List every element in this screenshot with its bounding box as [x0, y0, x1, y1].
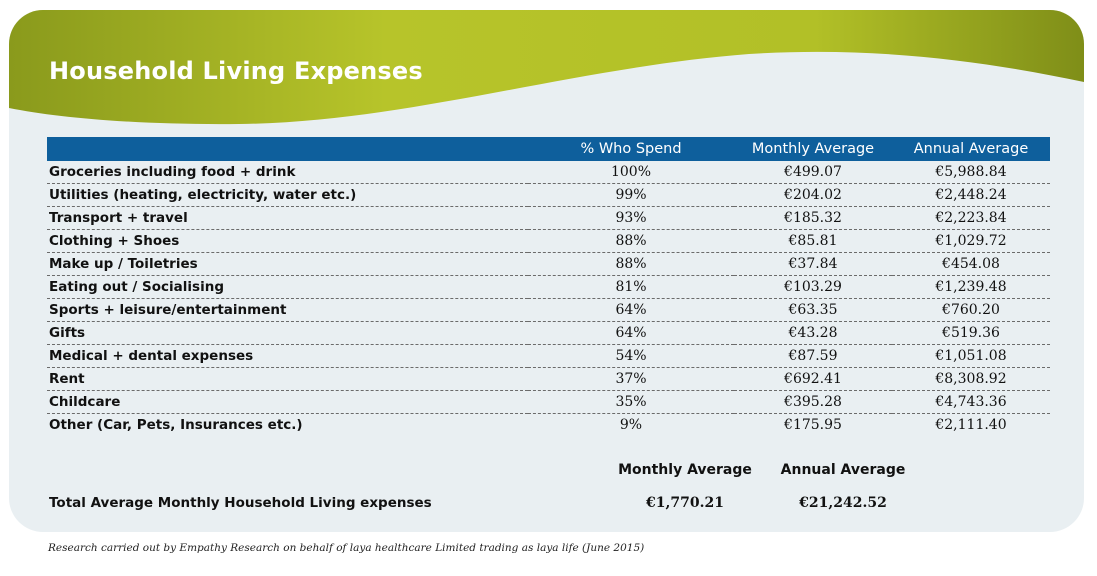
table-header-row: % Who Spend Monthly Average Annual Avera… — [47, 137, 1050, 161]
row-monthly-average: €175.95 — [784, 417, 842, 433]
table-row: Utilities (heating, electricity, water e… — [47, 183, 1050, 207]
row-monthly-average: €185.32 — [734, 206, 892, 230]
row-monthly-average: €43.28 — [734, 321, 892, 345]
row-percent: 54% — [528, 344, 734, 368]
table-row: Gifts 64% €43.28 €519.36 — [47, 321, 1050, 345]
row-percent: 99% — [528, 183, 734, 207]
expenses-table: % Who Spend Monthly Average Annual Avera… — [47, 137, 1050, 436]
row-category: Medical + dental expenses — [47, 344, 528, 368]
row-monthly-average: €85.81 — [734, 229, 892, 253]
row-annual-average: €1,239.48 — [892, 275, 1050, 299]
row-monthly-average: €37.84 — [734, 252, 892, 276]
header-annual-average: Annual Average — [892, 137, 1050, 161]
table-row: Rent 37% €692.41 €8,308.92 — [47, 367, 1050, 391]
row-percent: 9% — [619, 417, 643, 433]
table-row: Clothing + Shoes 88% €85.81 €1,029.72 — [47, 229, 1050, 253]
row-percent: 88% — [528, 229, 734, 253]
row-percent: 64% — [528, 298, 734, 322]
row-category: Childcare — [47, 390, 528, 414]
row-percent: 37% — [528, 367, 734, 391]
row-category: Groceries including food + drink — [47, 161, 528, 184]
totals-annual-value: €21,242.52 — [799, 495, 887, 511]
row-category: Transport + travel — [47, 206, 528, 230]
row-annual-average: €2,448.24 — [892, 183, 1050, 207]
header-monthly-average: Monthly Average — [734, 137, 892, 161]
row-monthly-average: €692.41 — [734, 367, 892, 391]
row-annual-average: €5,988.84 — [892, 161, 1050, 184]
row-annual-average: €519.36 — [892, 321, 1050, 345]
row-monthly-average: €499.07 — [734, 161, 892, 184]
row-monthly-average: €204.02 — [734, 183, 892, 207]
table-row: Childcare 35% €395.28 €4,743.36 — [47, 390, 1050, 414]
row-category: Sports + leisure/entertainment — [47, 298, 528, 322]
totals-monthly-header: Monthly Average — [618, 462, 752, 478]
row-category: Eating out / Socialising — [47, 275, 528, 299]
table-row: Medical + dental expenses 54% €87.59 €1,051… — [47, 344, 1050, 368]
row-category: Clothing + Shoes — [47, 229, 528, 253]
row-annual-average: €8,308.92 — [892, 367, 1050, 391]
table-row: Other (Car, Pets, Insurances etc.) 9% €175… — [47, 414, 1050, 437]
totals-annual-header: Annual Average — [780, 462, 906, 478]
row-monthly-average: €395.28 — [734, 390, 892, 414]
row-percent: 81% — [528, 275, 734, 299]
banner-wave — [9, 10, 1084, 125]
header-category — [47, 137, 528, 161]
expenses-card: Household Living Expenses % Who Spend Mo… — [9, 10, 1084, 532]
row-category: Make up / Toiletries — [47, 252, 528, 276]
row-annual-average: €2,223.84 — [892, 206, 1050, 230]
row-category: Other (Car, Pets, Insurances etc.) — [49, 417, 303, 433]
row-annual-average: €4,743.36 — [892, 390, 1050, 414]
row-percent: 88% — [528, 252, 734, 276]
row-annual-average: €454.08 — [892, 252, 1050, 276]
row-category: Utilities (heating, electricity, water e… — [47, 183, 528, 207]
table-row: Sports + leisure/entertainment 64% €63.35 €… — [47, 298, 1050, 322]
row-percent: 100% — [528, 161, 734, 184]
row-percent: 35% — [528, 390, 734, 414]
row-annual-average: €1,029.72 — [892, 229, 1050, 253]
table-row: Eating out / Socialising 81% €103.29 €1,239… — [47, 275, 1050, 299]
header-percent-who-spend: % Who Spend — [528, 137, 734, 161]
row-monthly-average: €87.59 — [734, 344, 892, 368]
totals-monthly-value: €1,770.21 — [646, 495, 724, 511]
row-annual-average: €1,051.08 — [892, 344, 1050, 368]
table-row: Groceries including food + drink 100% €499… — [47, 161, 1050, 184]
totals-label: Total Average Monthly Household Living e… — [49, 495, 432, 511]
row-monthly-average: €63.35 — [734, 298, 892, 322]
row-category: Gifts — [47, 321, 528, 345]
page-title: Household Living Expenses — [49, 57, 423, 85]
row-category: Rent — [47, 367, 528, 391]
table-row: Make up / Toiletries 88% €37.84 €454.08 — [47, 252, 1050, 276]
row-annual-average: €760.20 — [892, 298, 1050, 322]
table-row: Transport + travel 93% €185.32 €2,223.84 — [47, 206, 1050, 230]
row-percent: 93% — [528, 206, 734, 230]
row-annual-average: €2,111.40 — [935, 417, 1007, 433]
row-percent: 64% — [528, 321, 734, 345]
row-monthly-average: €103.29 — [734, 275, 892, 299]
footnote: Research carried out by Empathy Research… — [48, 542, 645, 554]
